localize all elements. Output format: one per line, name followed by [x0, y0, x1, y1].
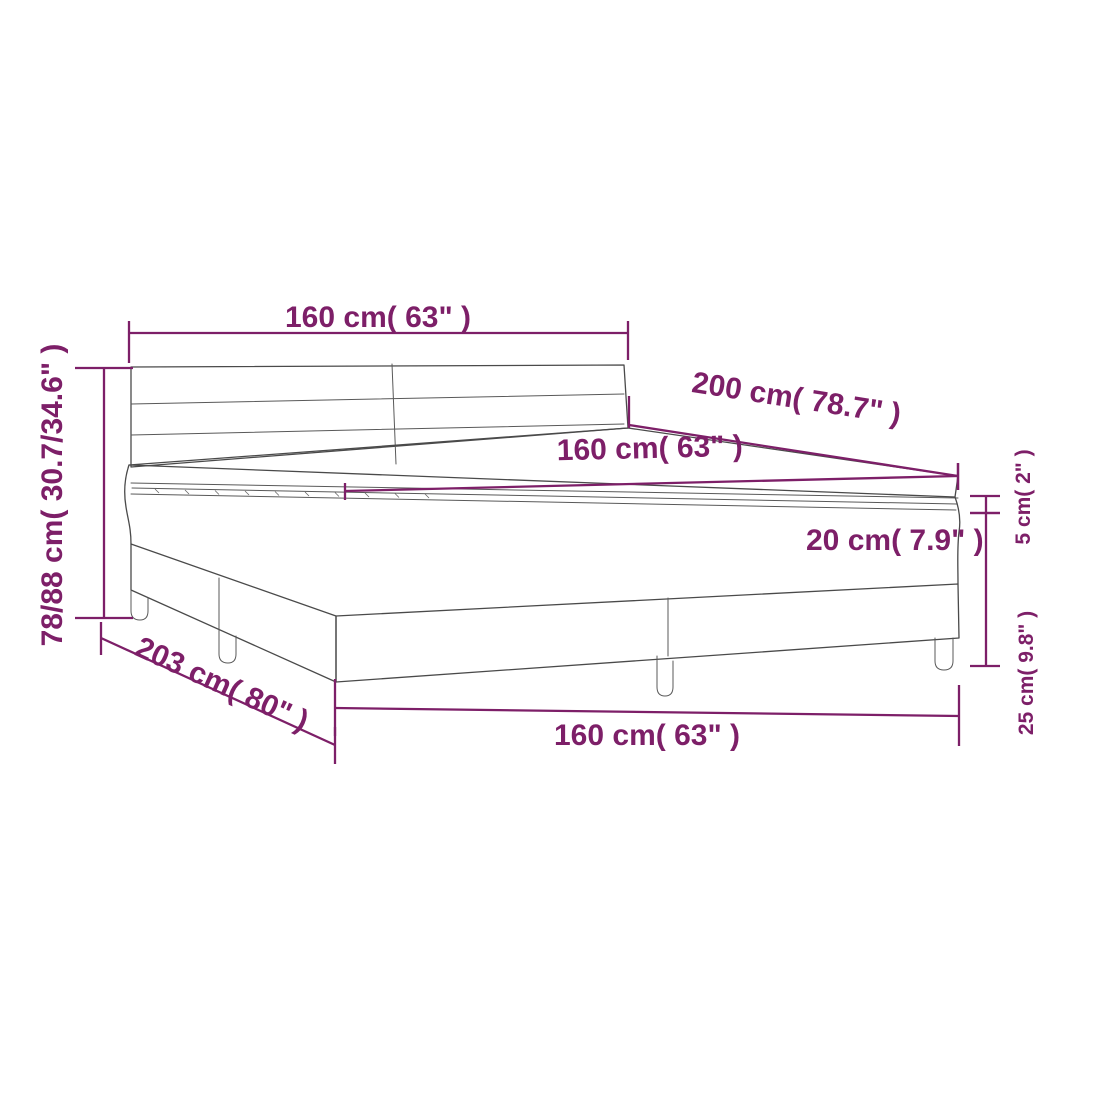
svg-text:25 cm( 9.8" ): 25 cm( 9.8" ) [1015, 611, 1038, 735]
svg-text:78/88 cm( 30.7/34.6" ): 78/88 cm( 30.7/34.6" ) [36, 344, 69, 647]
svg-text:160 cm( 63" ): 160 cm( 63" ) [285, 301, 471, 334]
svg-text:5 cm( 2" ): 5 cm( 2" ) [1012, 449, 1035, 544]
svg-text:20 cm( 7.9" ): 20 cm( 7.9" ) [806, 524, 984, 557]
svg-text:160 cm( 63" ): 160 cm( 63" ) [556, 430, 743, 468]
svg-text:160 cm( 63" ): 160 cm( 63" ) [554, 719, 740, 752]
